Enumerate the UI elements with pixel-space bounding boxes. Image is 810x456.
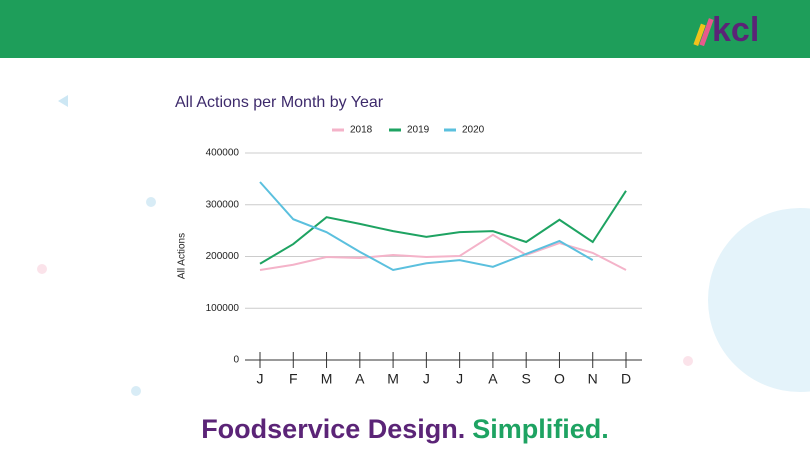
y-tick-label: 300000	[206, 199, 240, 210]
x-tick-label: M	[321, 371, 333, 387]
x-tick-label: F	[289, 371, 298, 387]
x-tick-label: M	[387, 371, 399, 387]
x-tick-label: D	[621, 371, 631, 387]
x-tick-label: O	[554, 371, 565, 387]
x-tick-label: A	[355, 371, 365, 387]
legend-label: 2018	[350, 125, 373, 136]
tagline-part: Simplified.	[472, 414, 609, 444]
x-tick-label: J	[456, 371, 463, 387]
legend-label: 2019	[407, 125, 430, 136]
decor-dot	[683, 356, 693, 366]
y-tick-label: 100000	[206, 303, 240, 314]
decor-dot	[37, 264, 47, 274]
decor-circle	[708, 208, 810, 392]
tagline: Foodservice Design. Simplified.	[201, 414, 609, 444]
series-line	[259, 181, 594, 272]
x-tick-label: S	[522, 371, 531, 387]
tagline-part: Foodservice Design.	[201, 414, 465, 444]
y-tick-label: 200000	[206, 251, 240, 262]
chart-title: All Actions per Month by Year	[175, 94, 384, 111]
x-tick-label: N	[588, 371, 598, 387]
series-line	[259, 190, 627, 265]
x-tick-label: J	[423, 371, 430, 387]
decor-dot	[146, 197, 156, 207]
y-tick-label: 0	[233, 355, 239, 366]
header-bar	[0, 0, 810, 58]
x-tick-label: A	[488, 371, 498, 387]
decor-dot	[131, 386, 141, 396]
decor-triangle	[58, 95, 68, 107]
y-tick-label: 400000	[206, 148, 240, 159]
legend-label: 2020	[462, 125, 485, 136]
x-tick-label: J	[257, 371, 264, 387]
series-line	[259, 233, 627, 271]
logo-mark	[693, 18, 714, 47]
logo: kcl	[712, 11, 759, 49]
y-axis-label: All Actions	[177, 233, 188, 279]
